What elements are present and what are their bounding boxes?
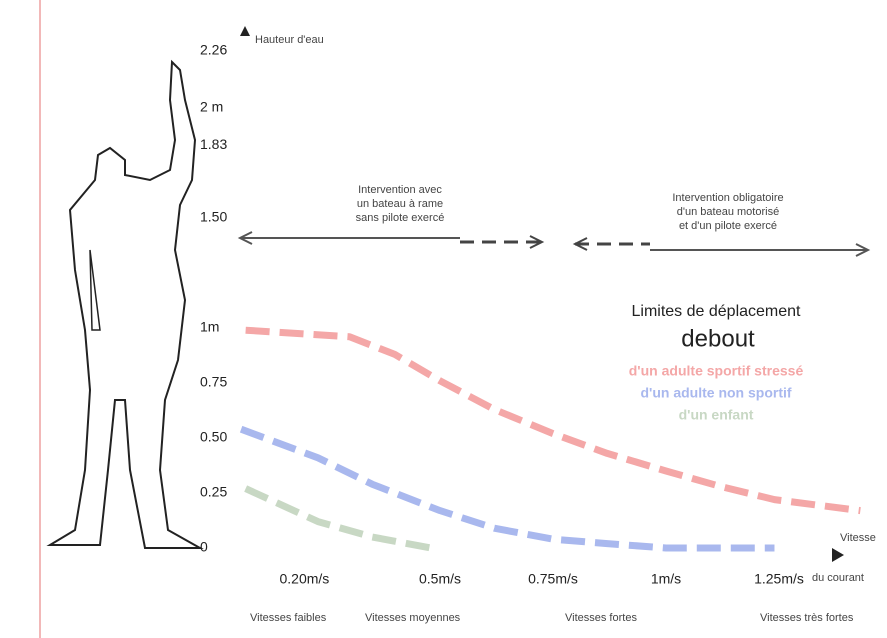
legend-title: Limites de déplacement [632,303,802,320]
y-tick-label: 0 [200,539,208,555]
x-tick-label: 0.5m/s [419,571,461,587]
legend-entry: d'un enfant [679,407,754,423]
y-tick-label: 2 m [200,99,223,115]
y-axis-label: Hauteur d'eau [255,34,324,46]
annotation: sans pilote exercé [356,212,445,224]
annotation: Intervention avec [358,184,442,196]
annotation: d'un bateau motorisé [677,206,779,218]
y-axis-arrow [240,26,250,36]
y-tick-label: 0.50 [200,429,227,445]
x-tick-label: 1m/s [651,571,681,587]
x-tick-label: 1.25m/s [754,571,804,587]
chart: Hauteur d'eau Vitesse du courant Limites… [0,0,887,638]
y-tick-label: 2.26 [200,42,227,58]
x-axis-label: du courant [812,572,864,584]
legend-entry: d'un adulte sportif stressé [629,363,804,379]
x-tick-label: 0.75m/s [528,571,578,587]
y-tick-label: 0.75 [200,374,227,390]
x-axis-arrow [832,548,844,562]
x-tick-label: 0.20m/s [279,571,329,587]
y-tick-label: 0.25 [200,484,227,500]
silhouette [50,62,200,548]
zone-label: Vitesses faibles [250,612,327,624]
annotation: un bateau à rame [357,198,443,210]
y-tick-label: 1.50 [200,209,227,225]
annotation: Intervention obligatoire [672,192,783,204]
y-tick-label: 1.83 [200,136,227,152]
zone-label: Vitesses moyennes [365,612,461,624]
zone-label: Vitesses très fortes [760,612,854,624]
series-line [241,429,774,548]
legend-entry: d'un adulte non sportif [640,385,791,401]
x-axis-label: Vitesse [840,532,876,544]
legend-title: debout [681,325,755,352]
page: Hauteur d'eau Vitesse du courant Limites… [0,0,887,638]
zone-label: Vitesses fortes [565,612,637,624]
series-line [246,330,861,510]
annotation: et d'un pilote exercé [679,220,777,232]
y-tick-label: 1m [200,319,219,335]
